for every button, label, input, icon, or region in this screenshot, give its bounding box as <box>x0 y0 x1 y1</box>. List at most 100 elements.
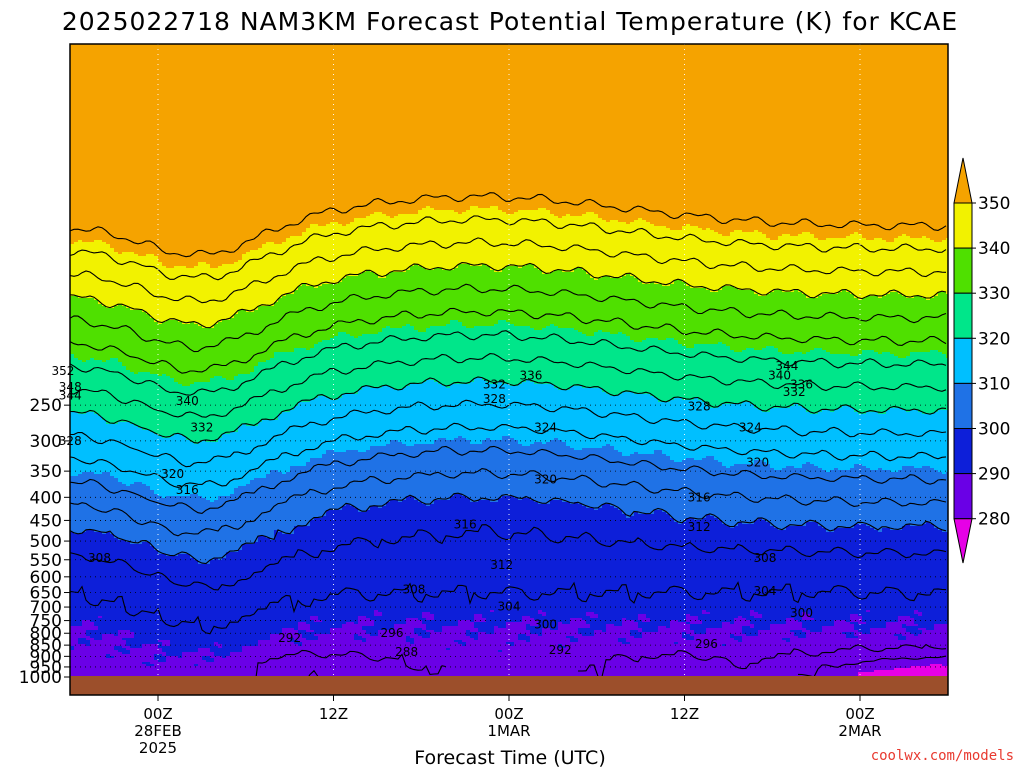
temperature-cell <box>462 326 467 385</box>
temperature-cell <box>854 622 859 631</box>
temperature-cell <box>574 216 579 269</box>
temperature-cell <box>702 44 707 231</box>
temperature-cell <box>594 280 599 333</box>
temperature-cell <box>106 472 111 533</box>
temperature-cell <box>430 380 435 445</box>
colorbar-bin <box>953 337 973 384</box>
temperature-cell <box>338 332 343 399</box>
temperature-cell <box>90 298 95 359</box>
temperature-cell <box>814 348 819 415</box>
temperature-cell <box>526 210 531 265</box>
temperature-cell <box>790 354 795 407</box>
temperature-cell <box>726 286 731 347</box>
temperature-cell <box>226 380 231 435</box>
temperature-cell <box>118 652 123 691</box>
temperature-cell <box>506 266 511 323</box>
temperature-cell <box>622 334 627 393</box>
temperature-cell <box>394 272 399 329</box>
temperature-cell <box>798 352 803 407</box>
temperature-cell <box>102 44 107 243</box>
temperature-cell <box>418 44 423 211</box>
temperature-cell <box>562 502 567 625</box>
temperature-cell <box>674 642 679 645</box>
temperature-cell <box>566 328 571 391</box>
temperature-cell <box>750 348 755 405</box>
temperature-cell <box>906 44 911 237</box>
temperature-cell <box>394 216 399 273</box>
temperature-cell <box>678 398 683 463</box>
temperature-cell <box>226 434 231 497</box>
temperature-cell <box>582 214 587 271</box>
temperature-cell <box>518 384 523 445</box>
temperature-cell <box>454 212 459 269</box>
temperature-cell <box>322 340 327 397</box>
temperature-cell <box>918 526 923 613</box>
temperature-cell <box>914 636 919 667</box>
temperature-cell <box>626 44 631 225</box>
temperature-cell <box>270 470 275 541</box>
temperature-cell <box>330 338 335 401</box>
temperature-cell <box>634 638 639 679</box>
temperature-cell <box>294 44 299 237</box>
temperature-cell <box>314 518 319 617</box>
temperature-cell <box>502 320 507 385</box>
temperature-cell <box>86 636 91 641</box>
temperature-cell <box>706 344 711 407</box>
temperature-cell <box>582 388 587 449</box>
temperature-cell <box>78 638 83 645</box>
temperature-cell <box>842 238 847 291</box>
temperature-cell <box>458 44 463 215</box>
temperature-cell <box>362 218 367 273</box>
temperature-cell <box>610 220 615 279</box>
x-tick-label: 12Z <box>670 705 699 723</box>
temperature-cell <box>238 486 243 551</box>
temperature-cell <box>354 640 359 679</box>
temperature-cell <box>426 328 431 381</box>
temperature-cell <box>778 236 783 291</box>
temperature-cell <box>854 412 859 465</box>
temperature-cell <box>850 234 855 295</box>
temperature-cell <box>102 242 107 307</box>
temperature-cell <box>350 506 355 623</box>
temperature-cell <box>554 438 559 501</box>
temperature-cell <box>78 298 83 361</box>
temperature-cell <box>118 482 123 541</box>
temperature-cell <box>454 640 459 643</box>
temperature-cell <box>918 44 923 239</box>
contour-label: 300 <box>790 606 813 620</box>
temperature-cell <box>494 272 499 325</box>
temperature-cell <box>194 652 199 665</box>
temperature-cell <box>818 348 823 413</box>
temperature-cell <box>862 524 867 623</box>
temperature-cell <box>258 422 263 479</box>
contour-label: 296 <box>695 637 718 651</box>
temperature-cell <box>650 338 655 397</box>
temperature-cell <box>458 264 463 323</box>
temperature-cell <box>734 404 739 465</box>
temperature-cell <box>162 652 167 657</box>
temperature-cell <box>382 214 387 279</box>
temperature-cell <box>194 494 199 561</box>
temperature-cell <box>210 328 215 379</box>
temperature-cell <box>414 634 419 679</box>
temperature-cell <box>114 538 119 637</box>
temperature-cell <box>838 238 843 293</box>
temperature-cell <box>534 210 539 269</box>
temperature-cell <box>702 634 707 679</box>
temperature-cell <box>602 44 607 221</box>
temperature-cell <box>130 638 135 649</box>
temperature-cell <box>746 620 751 627</box>
temperature-cell <box>738 636 743 643</box>
temperature-cell <box>930 44 935 241</box>
temperature-cell <box>830 294 835 355</box>
temperature-cell <box>534 620 539 627</box>
temperature-cell <box>98 640 103 685</box>
temperature-cell <box>242 310 247 375</box>
temperature-cell <box>450 270 455 321</box>
temperature-cell <box>414 500 419 619</box>
contour-label: 296 <box>381 626 404 640</box>
temperature-cell <box>698 288 703 345</box>
temperature-cell <box>758 518 763 615</box>
temperature-cell <box>494 440 499 503</box>
temperature-cell <box>146 44 151 255</box>
